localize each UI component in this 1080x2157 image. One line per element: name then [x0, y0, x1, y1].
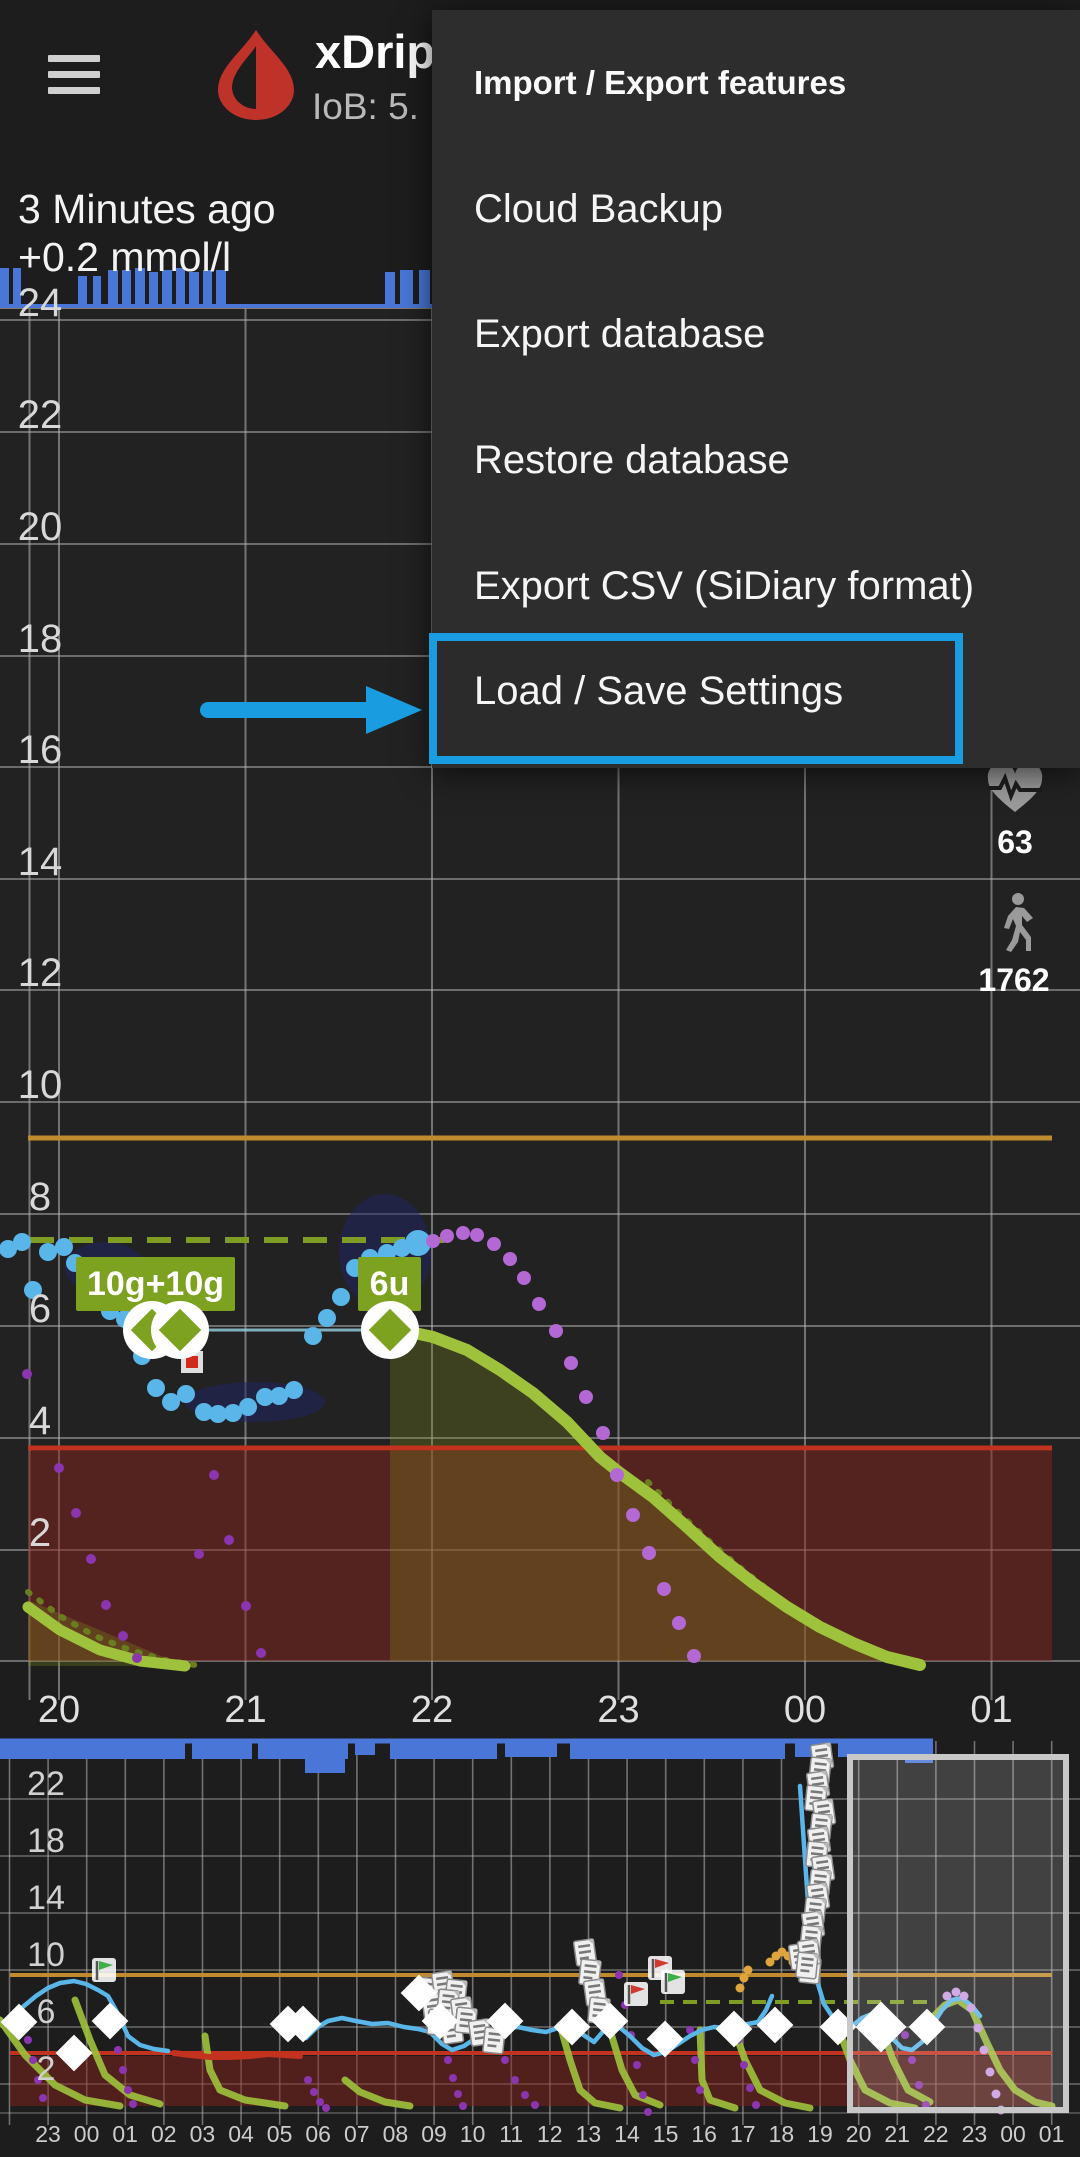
svg-text:19: 19 — [807, 2121, 833, 2147]
svg-text:21: 21 — [884, 2121, 910, 2147]
svg-text:21: 21 — [224, 1689, 266, 1731]
iob-subtitle: IoB: 5. — [312, 86, 419, 127]
svg-text:23: 23 — [597, 1689, 639, 1731]
svg-text:05: 05 — [267, 2121, 293, 2147]
heart-rate-icon — [987, 762, 1043, 812]
svg-text:17: 17 — [730, 2121, 756, 2147]
svg-text:08: 08 — [383, 2121, 409, 2147]
delta-status: +0.2 mmol/l — [18, 234, 232, 280]
svg-text:20: 20 — [846, 2121, 872, 2147]
load-save-settings-highlight: Load / Save Settings — [429, 633, 963, 764]
reading-age-status: 3 Minutes ago — [18, 186, 276, 232]
svg-text:06: 06 — [305, 2121, 331, 2147]
svg-text:22: 22 — [18, 393, 63, 437]
bolus-treatment-label: 6u — [369, 1264, 410, 1303]
hamburger-menu-icon[interactable] — [48, 55, 100, 94]
svg-text:11: 11 — [499, 2121, 523, 2147]
svg-text:23: 23 — [35, 2121, 61, 2147]
heart-rate-value: 63 — [997, 824, 1033, 860]
menu-item-cloud-backup[interactable]: Cloud Backup — [474, 187, 724, 231]
steps-value: 1762 — [978, 962, 1050, 998]
svg-text:2: 2 — [37, 2050, 56, 2088]
svg-text:18: 18 — [18, 617, 63, 661]
svg-text:8: 8 — [29, 1175, 51, 1219]
menu-item-load-save-settings[interactable]: Load / Save Settings — [474, 669, 844, 713]
menu-item-export-csv[interactable]: Export CSV (SiDiary format) — [474, 564, 975, 608]
svg-text:18: 18 — [769, 2121, 795, 2147]
svg-text:12: 12 — [537, 2121, 563, 2147]
app-title: xDrip — [315, 25, 436, 78]
svg-text:4: 4 — [29, 1399, 51, 1443]
svg-text:01: 01 — [970, 1689, 1012, 1731]
menu-header: Import / Export features — [474, 64, 847, 101]
svg-text:12: 12 — [18, 951, 63, 995]
svg-text:16: 16 — [691, 2121, 717, 2147]
svg-text:6: 6 — [37, 1993, 56, 2031]
carb-treatment-badge[interactable]: 10g+10g — [76, 1257, 235, 1311]
svg-text:09: 09 — [421, 2121, 447, 2147]
svg-text:10: 10 — [27, 1936, 65, 1974]
svg-text:24: 24 — [18, 281, 63, 325]
svg-text:07: 07 — [344, 2121, 370, 2147]
menu-item-restore-database[interactable]: Restore database — [474, 438, 790, 482]
svg-text:00: 00 — [74, 2121, 100, 2147]
svg-text:16: 16 — [18, 728, 63, 772]
svg-text:03: 03 — [190, 2121, 216, 2147]
svg-text:00: 00 — [784, 1689, 826, 1731]
svg-text:20: 20 — [18, 505, 63, 549]
svg-text:6: 6 — [29, 1287, 51, 1331]
menu-item-export-database[interactable]: Export database — [474, 312, 766, 356]
svg-text:04: 04 — [228, 2121, 254, 2147]
svg-text:01: 01 — [1039, 2121, 1065, 2147]
svg-text:20: 20 — [38, 1689, 80, 1731]
svg-text:2: 2 — [29, 1511, 51, 1555]
svg-text:15: 15 — [653, 2121, 679, 2147]
svg-text:22: 22 — [411, 1689, 453, 1731]
pointer-arrow — [200, 686, 422, 734]
svg-text:23: 23 — [962, 2121, 988, 2147]
svg-text:22: 22 — [27, 1765, 65, 1803]
svg-text:14: 14 — [18, 840, 63, 884]
svg-text:00: 00 — [1000, 2121, 1026, 2147]
steps-badge: 1762 — [978, 892, 1050, 999]
walking-person-icon — [1004, 893, 1033, 952]
svg-text:01: 01 — [112, 2121, 138, 2147]
svg-text:14: 14 — [614, 2121, 640, 2147]
xdrip-blood-drop-logo — [218, 30, 294, 120]
carb-treatment-label: 10g+10g — [86, 1264, 225, 1303]
svg-text:02: 02 — [151, 2121, 177, 2147]
svg-text:14: 14 — [27, 1879, 65, 1917]
svg-text:10: 10 — [460, 2121, 486, 2147]
svg-text:10: 10 — [18, 1063, 63, 1107]
svg-text:18: 18 — [27, 1822, 65, 1860]
svg-text:13: 13 — [576, 2121, 602, 2147]
heart-rate-badge: 63 — [985, 762, 1045, 861]
svg-text:22: 22 — [923, 2121, 949, 2147]
